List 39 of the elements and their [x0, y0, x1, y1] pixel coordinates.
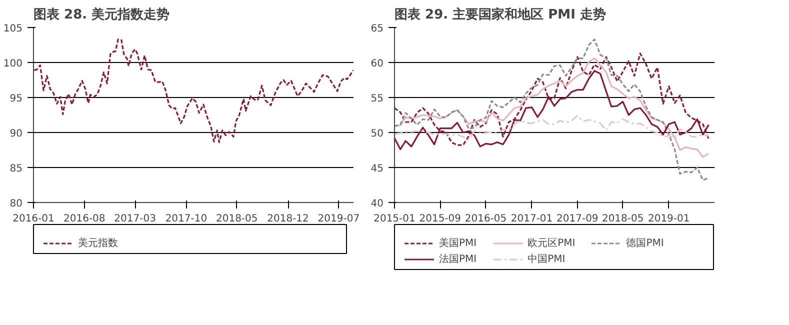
y-tick-label: 80	[10, 198, 23, 210]
legend-label: 德国PMI	[626, 237, 664, 250]
x-tick-label: 2019-01	[648, 214, 690, 224]
x-tick-label: 2018-12	[267, 214, 309, 224]
legend-label: 美元指数	[78, 236, 118, 250]
x-tick-label: 2016-08	[64, 214, 106, 224]
y-tick-label: 45	[370, 164, 384, 174]
line-series	[394, 52, 710, 146]
line-series	[394, 58, 710, 158]
y-tick-label: 55	[370, 94, 384, 104]
line-series	[394, 114, 710, 140]
x-tick-label: 2015-01	[374, 214, 416, 224]
x-tick-label: 2017-01	[510, 214, 553, 224]
y-tick-label: 105	[3, 24, 23, 34]
chart-title: 图表 28. 美元指数走势	[34, 6, 170, 22]
x-tick-label: 2018-05	[602, 214, 644, 224]
chart-title: 图表 29. 主要国家和地区 PMI 走势	[394, 6, 606, 22]
x-tick-label: 2017-10	[165, 214, 208, 224]
y-tick-label: 60	[370, 58, 384, 70]
legend-label: 中国PMI	[528, 252, 566, 266]
legend-label: 法国PMI	[439, 252, 477, 266]
y-tick-label: 65	[370, 24, 384, 34]
x-tick-label: 2017-03	[114, 214, 156, 224]
y-tick-label: 95	[10, 94, 23, 104]
y-tick-label: 100	[3, 58, 23, 70]
x-tick-label: 2018-05	[216, 214, 258, 224]
legend-label: 欧元区PMI	[528, 237, 576, 250]
x-tick-label: 2019-07	[318, 214, 360, 224]
y-tick-label: 40	[370, 198, 384, 210]
x-tick-label: 2015-09	[419, 214, 462, 224]
line-series	[34, 38, 354, 144]
y-tick-label: 50	[370, 128, 384, 140]
x-tick-label: 2016-05	[464, 214, 507, 224]
x-tick-label: 2017-09	[556, 214, 598, 224]
line-series	[394, 38, 710, 181]
y-tick-label: 85	[10, 164, 23, 174]
y-tick-label: 90	[10, 128, 23, 140]
x-tick-label: 2016-01	[12, 214, 54, 224]
legend-label: 美国PMI	[439, 236, 477, 250]
